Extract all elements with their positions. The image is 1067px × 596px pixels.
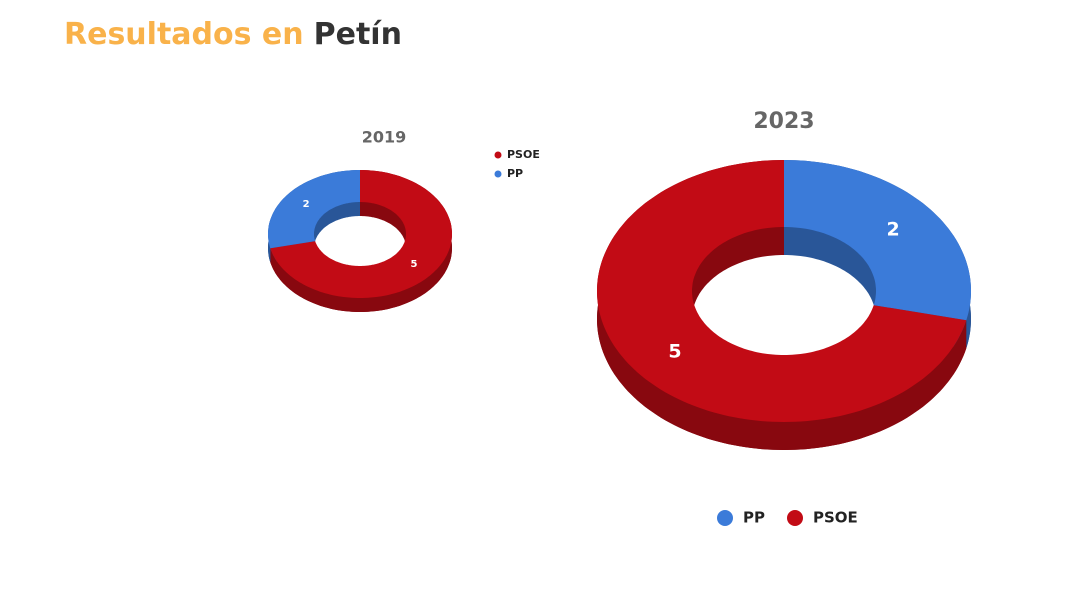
legend-label: PSOE: [813, 509, 858, 527]
donut-chart: 2023 2 5 PP PSOE: [597, 109, 971, 527]
chart-title: 2019: [362, 128, 407, 147]
top-layer: [597, 160, 971, 422]
page-title: Resultados en Petín: [64, 17, 402, 52]
slice: [270, 170, 452, 298]
donut-chart: 2019 5 2 PSOE PP: [268, 128, 540, 312]
legend-swatch: [494, 170, 502, 178]
legend-label: PP: [507, 167, 523, 180]
legend-label: PP: [743, 509, 765, 527]
legend-swatch: [717, 510, 733, 526]
chart-title: 2023: [753, 109, 814, 134]
slice: [597, 160, 967, 422]
title-place: Petín: [314, 17, 402, 52]
legend-swatch: [494, 151, 502, 159]
title-main: Resultados en: [64, 17, 304, 52]
data-label: 2: [886, 219, 899, 241]
slice: [784, 160, 971, 321]
legend-swatch: [787, 510, 803, 526]
legend-label: PSOE: [507, 148, 540, 161]
data-label: 5: [668, 340, 681, 362]
data-label: 5: [410, 259, 417, 270]
data-label: 2: [303, 199, 310, 210]
top-layer: [268, 170, 452, 298]
legend: PSOE PP: [494, 148, 540, 180]
legend: PP PSOE: [717, 509, 858, 527]
slice: [268, 170, 360, 249]
